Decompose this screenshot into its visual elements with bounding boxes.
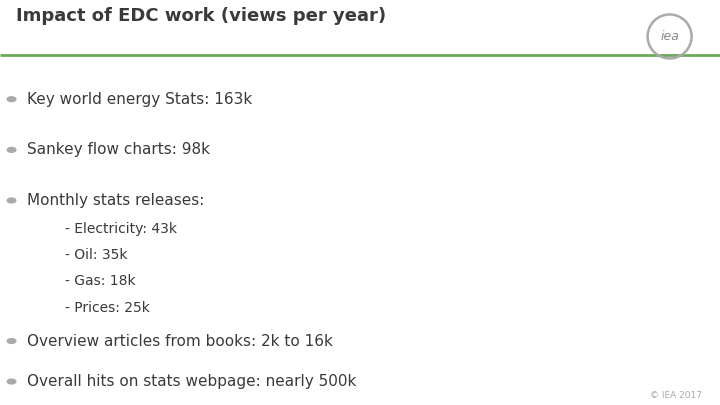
Text: © IEA 2017: © IEA 2017	[650, 391, 702, 400]
Circle shape	[7, 339, 16, 343]
Text: Key world energy Stats: 163k: Key world energy Stats: 163k	[27, 92, 253, 107]
Text: Overall hits on stats webpage: nearly 500k: Overall hits on stats webpage: nearly 50…	[27, 374, 356, 389]
Circle shape	[7, 97, 16, 102]
Circle shape	[7, 147, 16, 152]
Circle shape	[7, 198, 16, 203]
Text: Impact of EDC work (views per year): Impact of EDC work (views per year)	[16, 7, 386, 25]
Text: iea: iea	[660, 30, 679, 43]
Text: Monthly stats releases:: Monthly stats releases:	[27, 193, 204, 208]
Text: - Electricity: 43k: - Electricity: 43k	[65, 222, 177, 236]
Text: - Prices: 25k: - Prices: 25k	[65, 301, 150, 315]
Text: - Oil: 35k: - Oil: 35k	[65, 248, 127, 262]
Text: - Gas: 18k: - Gas: 18k	[65, 275, 135, 288]
Text: Sankey flow charts: 98k: Sankey flow charts: 98k	[27, 142, 210, 158]
Text: Overview articles from books: 2k to 16k: Overview articles from books: 2k to 16k	[27, 333, 333, 349]
Circle shape	[7, 379, 16, 384]
